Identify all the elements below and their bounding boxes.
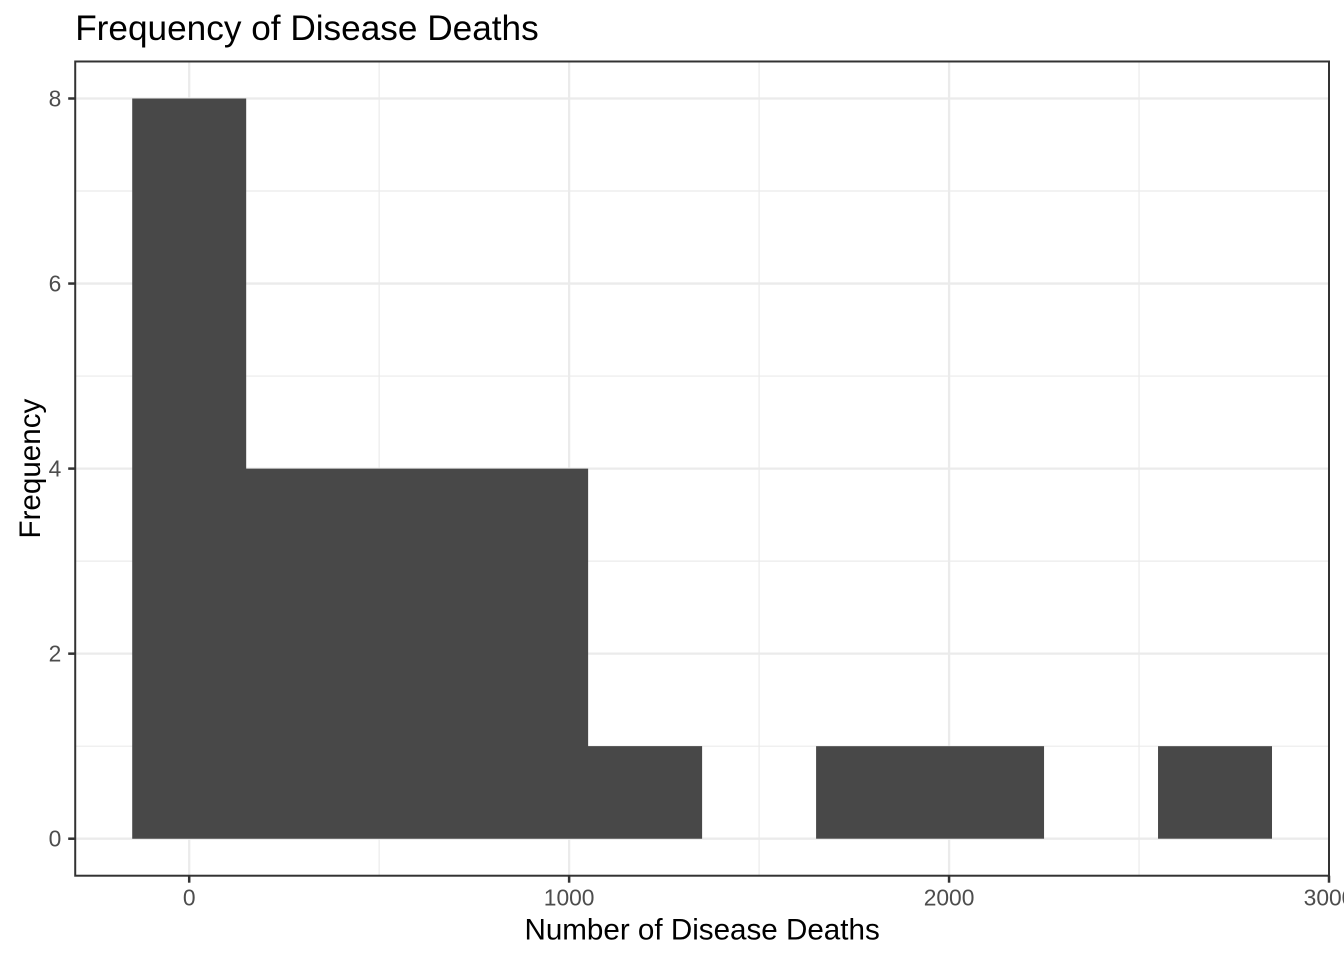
svg-text:2000: 2000 xyxy=(924,885,975,911)
svg-text:3000: 3000 xyxy=(1304,885,1344,911)
svg-text:0: 0 xyxy=(183,885,196,911)
svg-text:Number of Disease Deaths: Number of Disease Deaths xyxy=(524,914,879,947)
svg-text:Frequency: Frequency xyxy=(14,398,47,538)
svg-text:2: 2 xyxy=(49,641,62,667)
svg-text:1000: 1000 xyxy=(544,885,595,911)
svg-text:4: 4 xyxy=(49,456,62,482)
svg-text:6: 6 xyxy=(49,271,62,297)
svg-text:Frequency of Disease Deaths: Frequency of Disease Deaths xyxy=(75,9,539,48)
svg-text:0: 0 xyxy=(49,826,62,852)
svg-text:8: 8 xyxy=(49,86,62,112)
